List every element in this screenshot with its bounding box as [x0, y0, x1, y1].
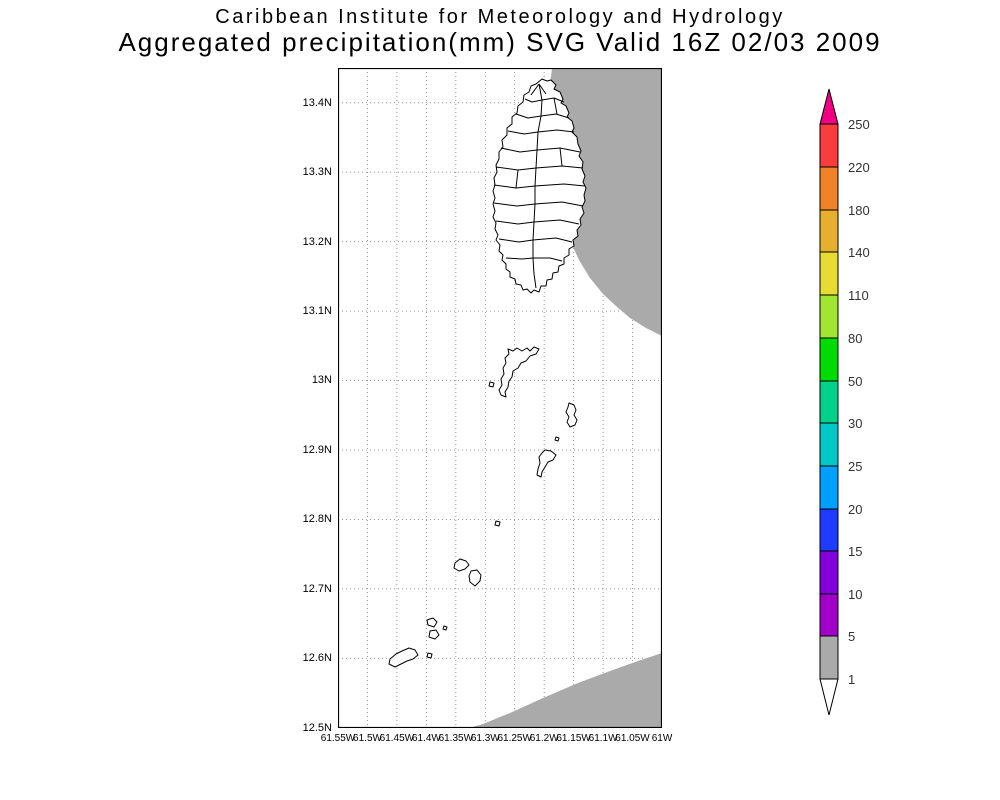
island-mustique — [565, 402, 578, 428]
islet — [488, 381, 495, 388]
lon-tick-label: 61.05W — [615, 733, 650, 744]
lat-tick-label: 12.6N — [302, 652, 332, 664]
colorbar-segment — [819, 635, 839, 680]
islet — [554, 436, 560, 442]
island-canouan — [536, 449, 557, 478]
island-st-vincent — [492, 78, 587, 294]
lat-tick-label: 13.2N — [302, 236, 332, 248]
colorbar-labels: 250 220 180 140 110 80 50 30 25 20 15 10… — [848, 117, 870, 687]
colorbar-label: 110 — [848, 288, 869, 303]
colorbar-label: 30 — [848, 416, 862, 431]
product-title: Aggregated precipitation(mm) SVG Valid 1… — [118, 27, 882, 57]
lon-tick-label: 61.4W — [411, 733, 441, 744]
island-carriacou — [388, 647, 419, 668]
grenadine-islands — [388, 346, 578, 668]
colorbar-segment — [819, 123, 839, 168]
lon-tick-label: 61.35W — [438, 733, 474, 744]
colorbar-label: 10 — [848, 587, 862, 602]
lon-tick-label: 61.1W — [588, 733, 618, 744]
precip-shading-region-southeast — [469, 653, 662, 728]
colorbar-label: 140 — [848, 245, 870, 260]
precip-shading-region-northeast — [549, 68, 662, 336]
colorbar-label: 5 — [848, 629, 855, 644]
islet — [428, 629, 440, 640]
islet — [468, 569, 482, 587]
colorbar-segment — [819, 209, 839, 253]
colorbar-label: 180 — [848, 203, 870, 218]
colorbar-label: 80 — [848, 331, 862, 346]
colorbar-label: 220 — [848, 160, 870, 175]
precipitation-map — [338, 68, 662, 728]
lon-tick-label: 61.45W — [379, 733, 415, 744]
longitude-axis: 61.55W 61.5W 61.45W 61.4W 61.35W 61.3W 6… — [321, 733, 673, 747]
lon-tick-label: 61W — [651, 733, 673, 744]
colorbar-segment — [819, 550, 839, 595]
watershed-boundaries — [493, 83, 586, 289]
lat-tick-label: 12.7N — [302, 583, 332, 595]
colorbar-bottom-arrow — [819, 678, 839, 716]
island-mayreau — [494, 520, 501, 527]
lat-tick-label: 13.1N — [302, 305, 332, 317]
lat-tick-label: 12.9N — [302, 444, 332, 456]
lon-tick-label: 61.55W — [320, 733, 356, 744]
colorbar-segment — [819, 166, 839, 211]
islet — [426, 652, 433, 659]
colorbar-label: 25 — [848, 459, 862, 474]
island-bequia — [498, 346, 540, 398]
colorbar-segment — [819, 251, 839, 296]
lat-tick-label: 12.5N — [302, 722, 332, 734]
lat-tick-label: 13.4N — [302, 97, 332, 109]
lat-tick-label: 12.8N — [302, 513, 332, 525]
colorbar-segment — [819, 380, 839, 424]
institute-title: Caribbean Institute for Meteorology and … — [215, 6, 785, 28]
lon-tick-label: 61.5W — [353, 733, 382, 744]
precipitation-colorbar: 250 220 180 140 110 80 50 30 25 20 15 10… — [819, 88, 870, 716]
colorbar-label: 250 — [848, 117, 870, 132]
lat-tick-label: 13.3N — [302, 166, 332, 178]
colorbar-segment — [819, 508, 839, 552]
colorbar-segment — [819, 465, 839, 510]
islet — [442, 625, 448, 631]
colorbar-segment — [819, 593, 839, 637]
colorbar-label: 20 — [848, 502, 862, 517]
lon-tick-label: 61.15W — [556, 733, 591, 744]
colorbar-label: 1 — [848, 672, 855, 687]
colorbar-segment — [819, 337, 839, 382]
colorbar-segment — [819, 294, 839, 339]
lon-tick-label: 61.2W — [529, 733, 559, 744]
map-border — [338, 68, 662, 728]
colorbar-top-arrow — [819, 88, 839, 125]
colorbar-label: 50 — [848, 374, 862, 389]
islet — [426, 617, 438, 628]
island-union — [453, 558, 470, 572]
lon-tick-label: 61.25W — [497, 733, 532, 744]
colorbar-label: 15 — [848, 544, 862, 559]
lon-tick-label: 61.3W — [470, 733, 500, 744]
lat-tick-label: 13N — [311, 374, 332, 386]
colorbar-segment — [819, 422, 839, 467]
